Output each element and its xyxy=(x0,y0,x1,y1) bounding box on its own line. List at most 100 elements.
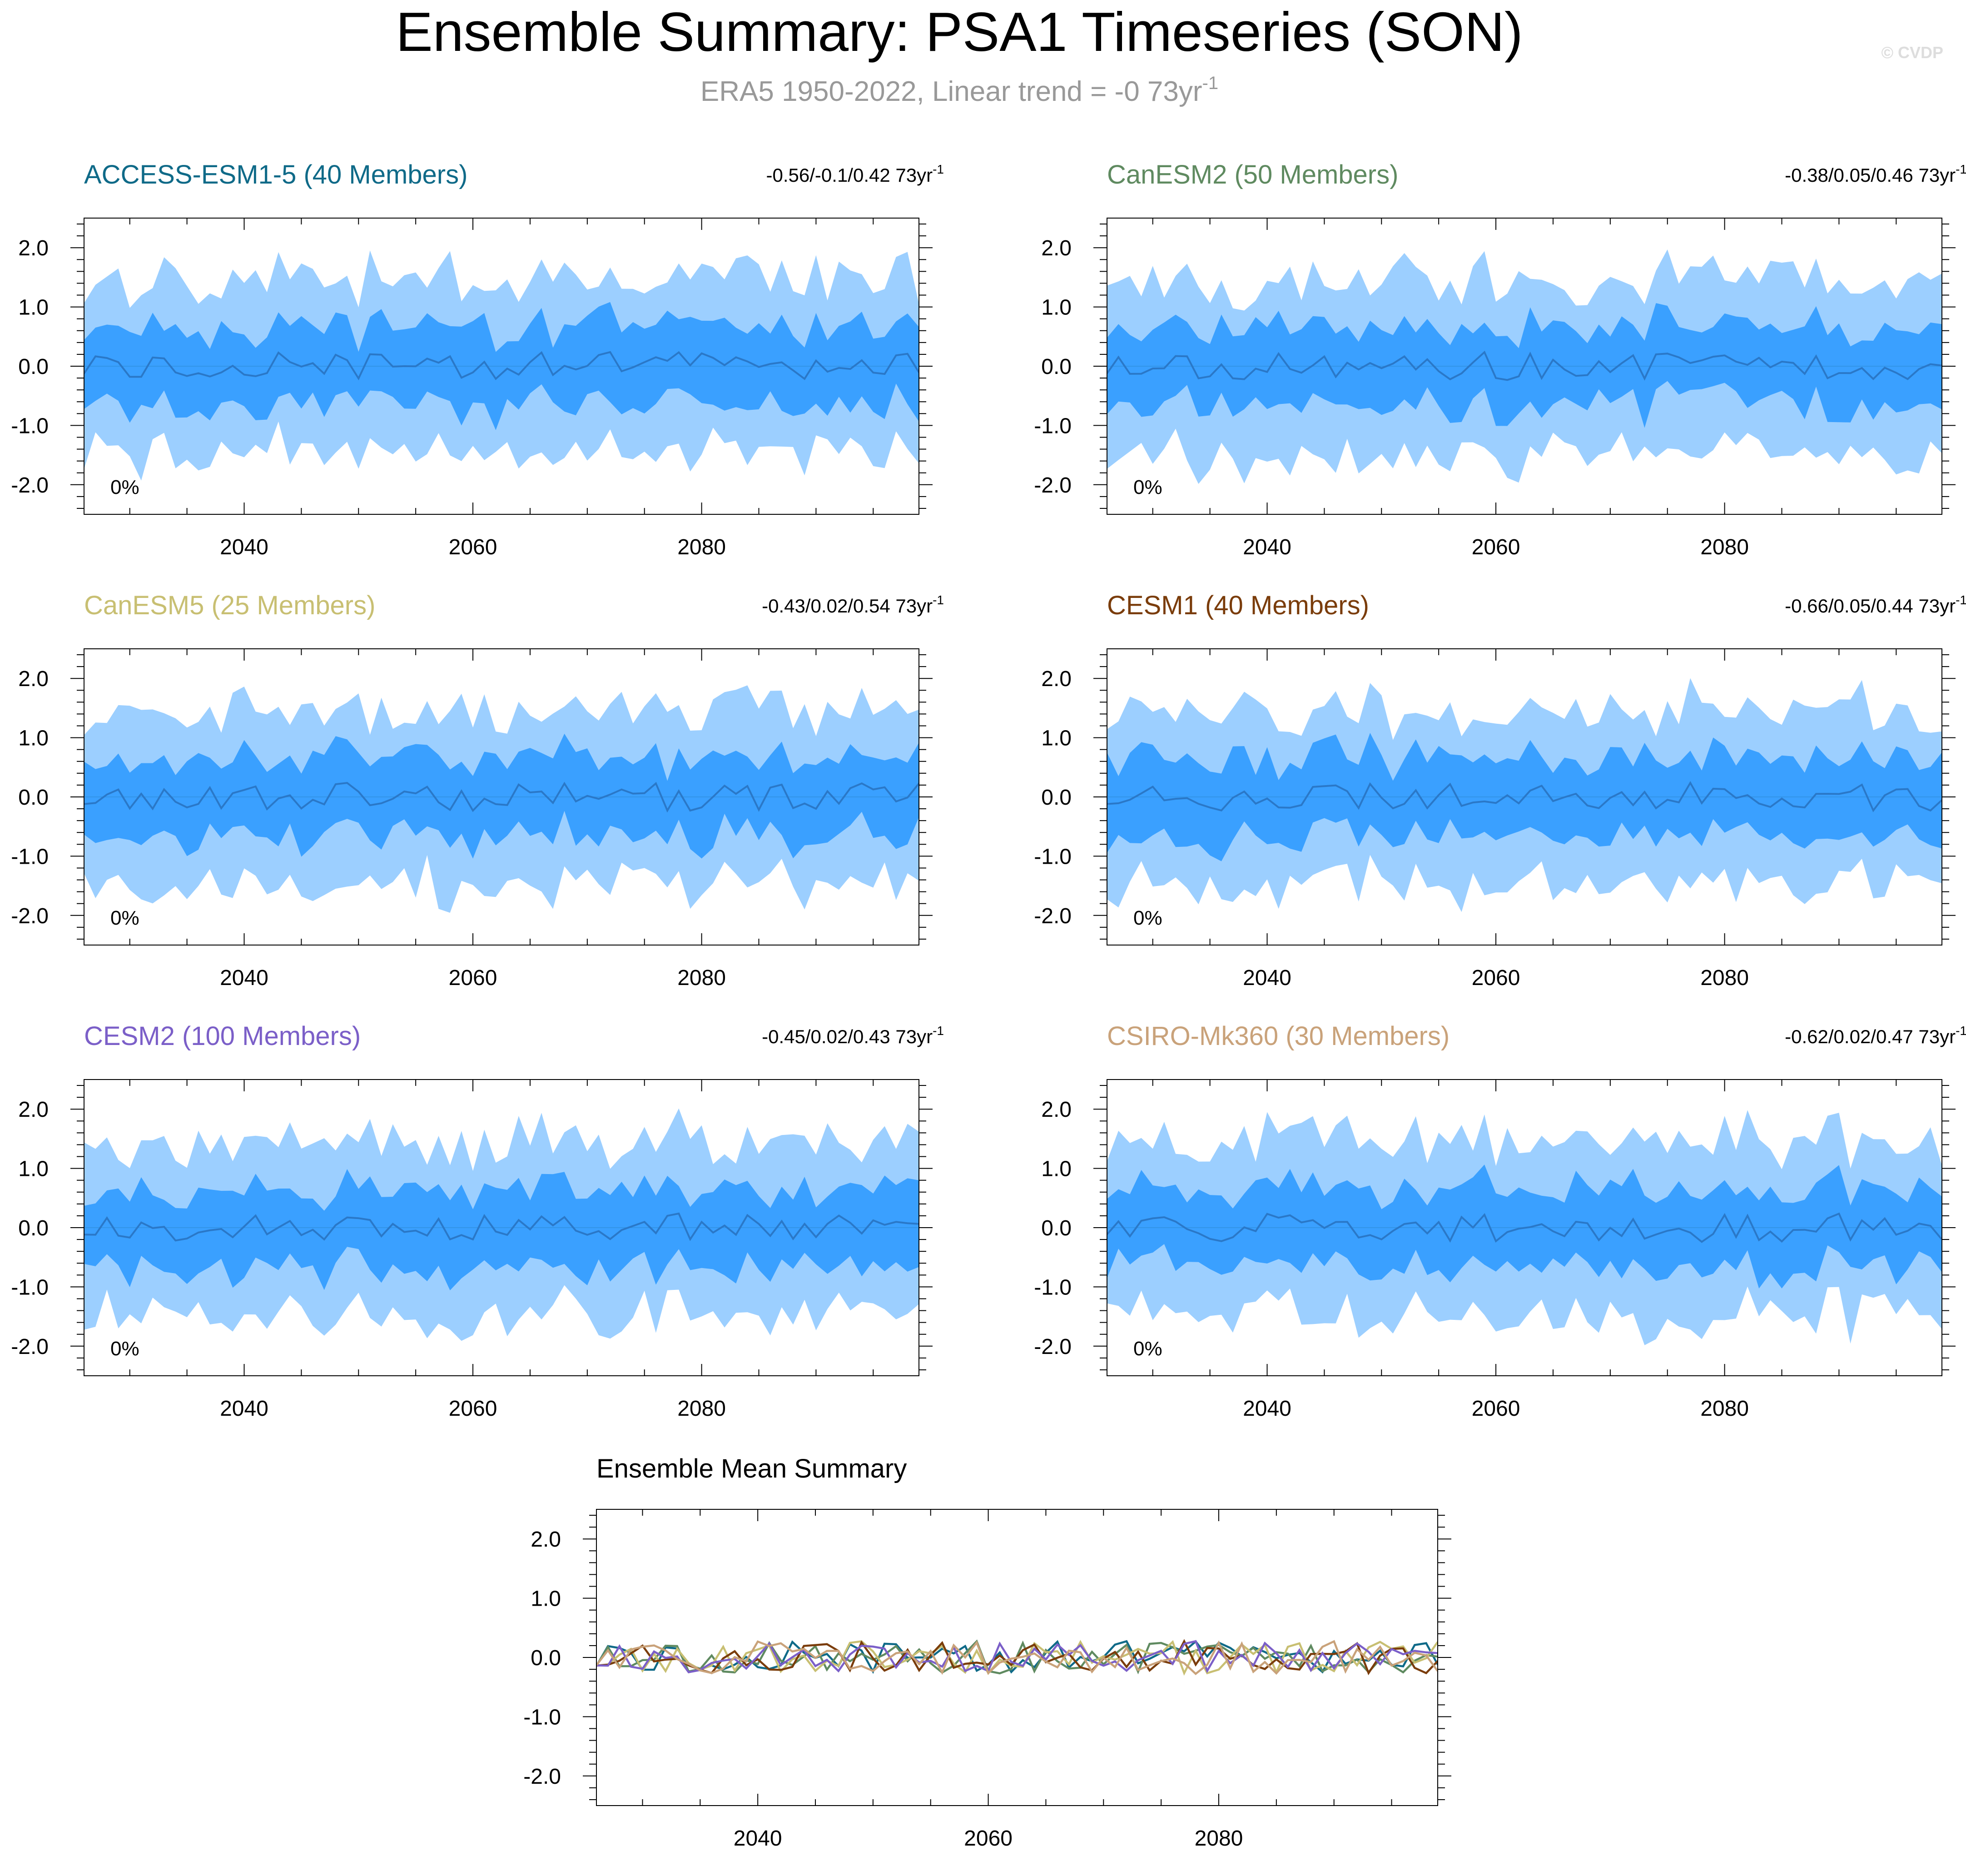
y-tick-label: 2.0 xyxy=(1041,667,1072,691)
y-tick-label: -2.0 xyxy=(1034,473,1072,498)
percent-label: 0% xyxy=(110,476,139,498)
panel-title: CanESM2 (50 Members) xyxy=(1107,160,1398,189)
y-tick-label: -1.0 xyxy=(1034,845,1072,869)
trend-superscript: -1 xyxy=(1956,162,1966,176)
x-tick-label: 2080 xyxy=(1700,535,1749,559)
x-tick-label: 2060 xyxy=(449,1397,497,1421)
ensemble-mean-line xyxy=(1107,1212,1942,1243)
trend-superscript: -1 xyxy=(1956,1024,1966,1038)
ensemble-mean-line xyxy=(84,351,919,381)
x-tick-label: 2040 xyxy=(1243,1397,1291,1421)
panel-5: CESM2 (100 Members) -0.45/0.02/0.43 73yr-… xyxy=(11,1021,944,1421)
y-tick-label: 1.0 xyxy=(1041,1157,1072,1181)
ensemble-mean-line xyxy=(1107,781,1942,812)
y-tick-label: -1.0 xyxy=(523,1705,561,1729)
x-tick-label: 2080 xyxy=(677,966,726,990)
ensemble-mean-panel: Ensemble Mean Summary 2040 2060 2080 2.0 1.0 0… xyxy=(523,1454,1451,1851)
y-tick-label: 2.0 xyxy=(1041,1098,1072,1122)
inner-range-band xyxy=(84,733,919,859)
y-tick-label: -1.0 xyxy=(11,414,49,438)
panel-1: ACCESS-ESM1-5 (40 Members) -0.56/-0.1/0.4… xyxy=(11,160,944,559)
trend-text: -0.45/0.02/0.43 73yr xyxy=(762,1026,933,1047)
y-tick-label: 0.0 xyxy=(531,1646,561,1670)
panel-title: ACCESS-ESM1-5 (40 Members) xyxy=(84,160,467,189)
ensemble-mean-line xyxy=(84,1212,919,1242)
panel-title: CanESM5 (25 Members) xyxy=(84,591,375,620)
x-tick-label: 2080 xyxy=(1195,1826,1243,1851)
y-tick-label: -2.0 xyxy=(11,1335,49,1359)
plot-area xyxy=(1107,1110,1942,1345)
percent-label: 0% xyxy=(1133,907,1162,929)
y-tick-label: -2.0 xyxy=(1034,1335,1072,1359)
x-tick-label: 2040 xyxy=(220,1397,268,1421)
y-tick-label: 0.0 xyxy=(1041,786,1072,810)
mean-plot-area xyxy=(596,1639,1438,1676)
y-tick-label: 2.0 xyxy=(1041,236,1072,260)
y-tick-label: 1.0 xyxy=(1041,296,1072,320)
x-tick-label: 2040 xyxy=(220,966,268,990)
plot-area xyxy=(1107,678,1942,912)
x-tick-label: 2080 xyxy=(1700,966,1749,990)
y-tick-label: -1.0 xyxy=(1034,414,1072,438)
trend-superscript: -1 xyxy=(933,593,944,607)
model-mean-line xyxy=(596,1640,1438,1673)
y-tick-label: 1.0 xyxy=(531,1587,561,1611)
figure-subtitle: ERA5 1950-2022, Linear trend = -0 73yr-1 xyxy=(700,73,1218,107)
y-tick-label: -1.0 xyxy=(11,845,49,869)
y-tick-label: 0.0 xyxy=(18,786,49,810)
y-tick-label: 0.0 xyxy=(1041,355,1072,379)
panel-trend-label: -0.43/0.02/0.54 73yr-1 xyxy=(762,593,944,617)
panel-trend-label: -0.62/0.02/0.47 73yr-1 xyxy=(1785,1024,1966,1047)
plot-area xyxy=(84,685,919,913)
trend-text: -0.56/-0.1/0.42 73yr xyxy=(766,164,933,186)
panel-title: CESM1 (40 Members) xyxy=(1107,591,1369,620)
trend-superscript: -1 xyxy=(933,162,944,176)
mean-panel-title: Ensemble Mean Summary xyxy=(596,1454,907,1483)
panel-trend-label: -0.66/0.05/0.44 73yr-1 xyxy=(1785,593,1966,617)
x-tick-label: 2060 xyxy=(1472,535,1520,559)
x-tick-label: 2060 xyxy=(1472,1397,1520,1421)
trend-superscript: -1 xyxy=(1956,593,1966,607)
y-tick-label: -2.0 xyxy=(523,1765,561,1789)
y-tick-label: 1.0 xyxy=(18,1157,49,1181)
inner-range-band xyxy=(1107,1164,1942,1289)
x-tick-label: 2080 xyxy=(677,1397,726,1421)
panel-trend-label: -0.38/0.05/0.46 73yr-1 xyxy=(1785,162,1966,186)
trend-superscript: -1 xyxy=(933,1024,944,1038)
ensemble-mean-line xyxy=(1107,350,1942,381)
x-tick-label: 2060 xyxy=(449,535,497,559)
x-tick-label: 2060 xyxy=(1472,966,1520,990)
trend-text: -0.43/0.02/0.54 73yr xyxy=(762,595,933,617)
trend-text: -0.66/0.05/0.44 73yr xyxy=(1785,595,1956,617)
y-tick-label: -2.0 xyxy=(1034,904,1072,928)
percent-label: 0% xyxy=(110,1338,139,1360)
plot-area xyxy=(84,250,919,481)
y-tick-label: 0.0 xyxy=(1041,1216,1072,1240)
panel-3: CanESM5 (25 Members) -0.43/0.02/0.54 73yr… xyxy=(11,591,944,990)
percent-label: 0% xyxy=(1133,1338,1162,1360)
y-tick-label: -1.0 xyxy=(1034,1275,1072,1299)
panel-trend-label: -0.56/-0.1/0.42 73yr-1 xyxy=(766,162,944,186)
model-mean-line xyxy=(596,1640,1438,1676)
y-tick-label: 2.0 xyxy=(18,667,49,691)
figure-title: Ensemble Summary: PSA1 Timeseries (SON) xyxy=(396,1,1523,63)
x-tick-label: 2080 xyxy=(1700,1397,1749,1421)
y-tick-label: 1.0 xyxy=(1041,727,1072,751)
ensemble-mean-line xyxy=(84,781,919,813)
x-tick-label: 2060 xyxy=(964,1826,1013,1851)
inner-range-band xyxy=(84,1169,919,1290)
x-tick-label: 2080 xyxy=(677,535,726,559)
plot-area xyxy=(1107,249,1942,484)
y-tick-label: 2.0 xyxy=(531,1528,561,1552)
x-tick-label: 2040 xyxy=(220,535,268,559)
x-tick-label: 2060 xyxy=(449,966,497,990)
y-tick-label: 1.0 xyxy=(18,727,49,751)
panel-grid: ACCESS-ESM1-5 (40 Members) -0.56/-0.1/0.4… xyxy=(11,160,1966,1851)
panel-6: CSIRO-Mk360 (30 Members) -0.62/0.02/0.47 … xyxy=(1034,1021,1966,1421)
model-mean-line xyxy=(596,1640,1438,1675)
subtitle-text: ERA5 1950-2022, Linear trend = -0 73yr xyxy=(700,76,1202,107)
y-tick-label: -2.0 xyxy=(11,473,49,498)
trend-text: -0.62/0.02/0.47 73yr xyxy=(1785,1026,1956,1047)
panel-title: CESM2 (100 Members) xyxy=(84,1021,361,1051)
